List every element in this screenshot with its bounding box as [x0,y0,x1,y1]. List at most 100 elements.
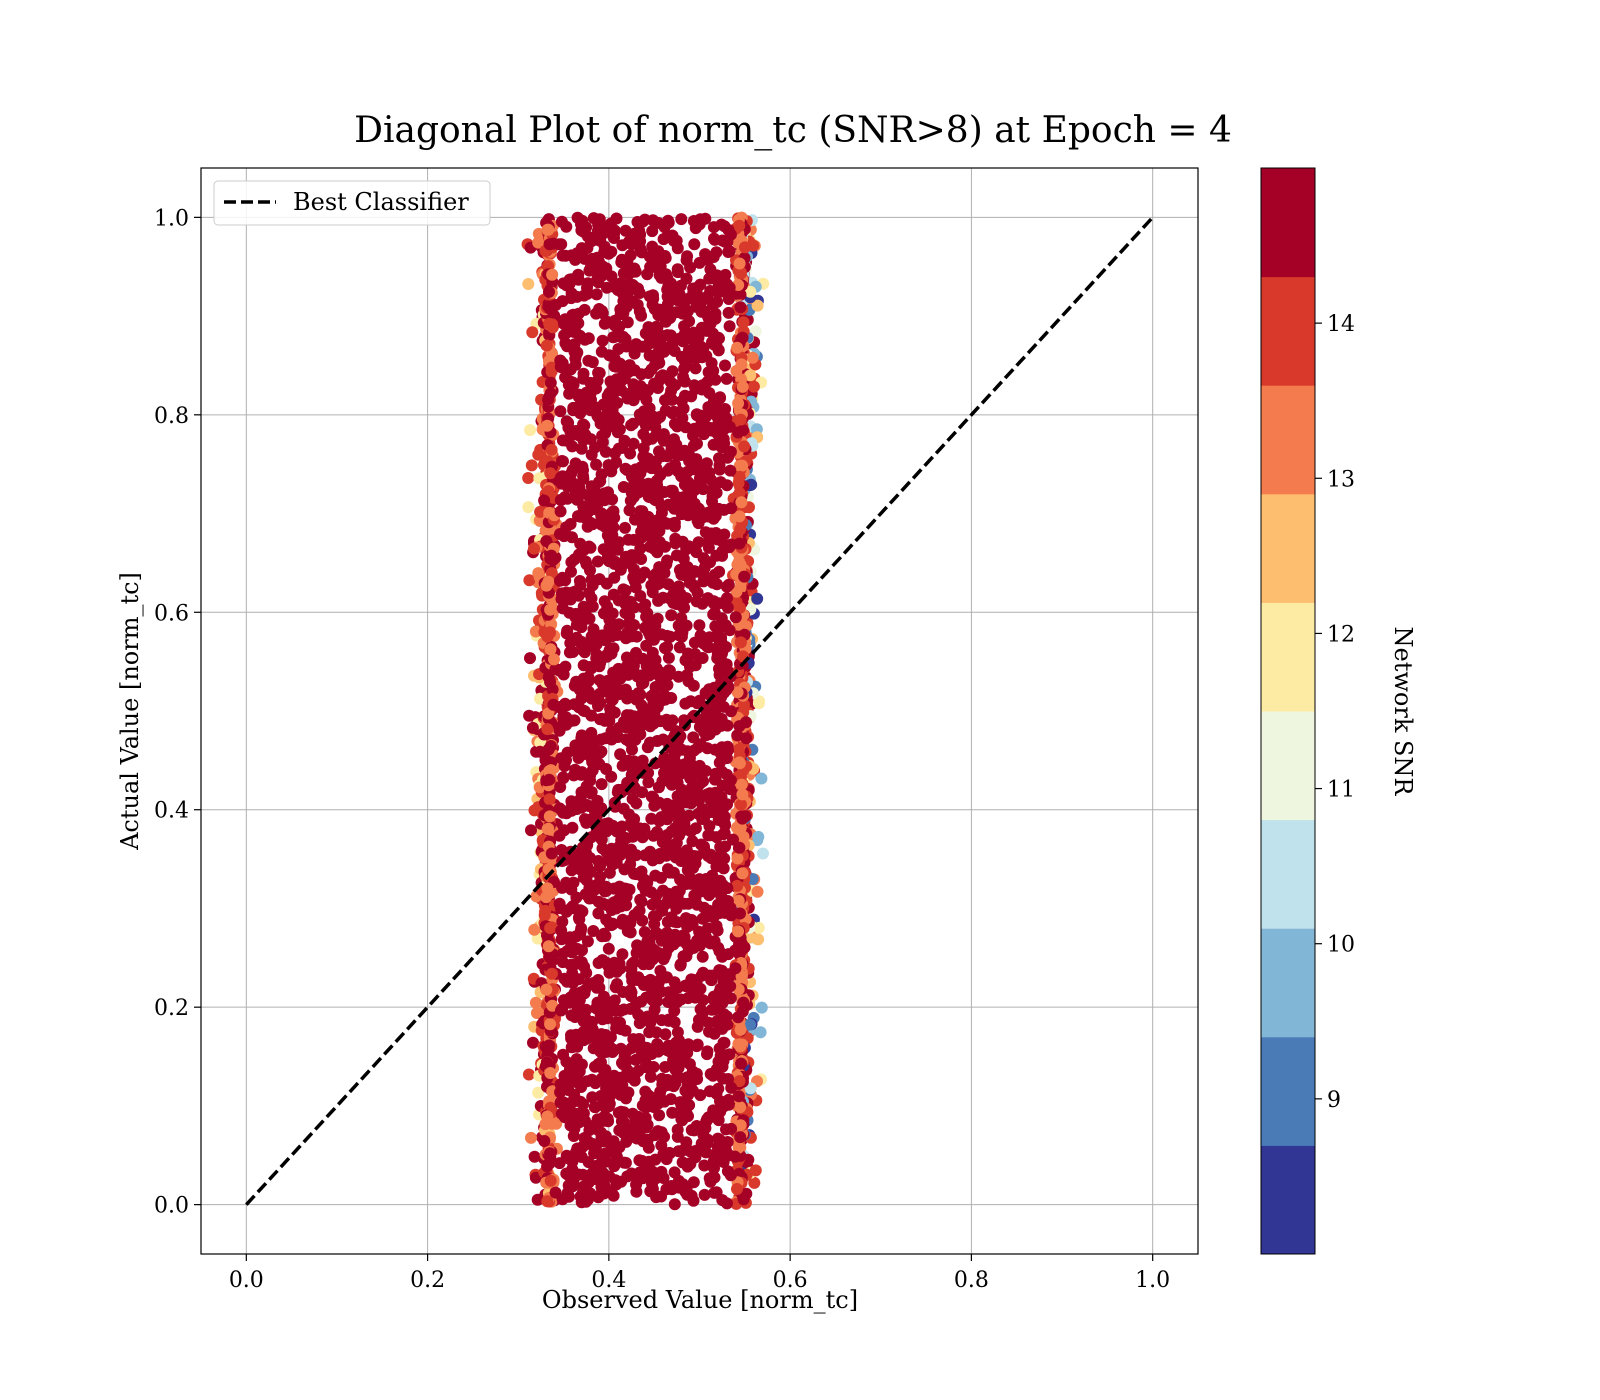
scatter-point [722,306,735,319]
scatter-point [614,1074,627,1087]
scatter-point [646,898,659,911]
scatter-point [749,325,762,338]
scatter-point [575,242,588,255]
scatter-point [687,463,700,476]
scatter-point [542,223,555,236]
scatter-point [562,1190,575,1203]
scatter-point [619,521,631,534]
scatter-point [736,867,749,880]
scatter-point [544,1018,557,1031]
scatter-point [556,881,569,894]
scatter-point [659,898,672,911]
scatter-point [661,640,674,653]
x-axis-label: Observed Value [norm_tc] [542,1286,858,1314]
scatter-point [585,752,598,765]
scatter-point [617,583,630,596]
scatter-point [749,1164,762,1177]
scatter-point [609,981,622,994]
y-tick-label: 0.2 [154,996,189,1021]
scatter-point [679,421,692,434]
scatter-point [708,1186,721,1199]
scatter-point [620,1092,632,1105]
scatter-point [544,643,557,656]
scatter-point [711,533,724,546]
scatter-point [643,290,656,303]
scatter-point [589,1167,602,1180]
scatter-point [630,338,643,351]
scatter-point [673,641,686,654]
scatter-point [542,940,555,953]
scatter-point [649,928,662,941]
scatter-point [718,437,731,450]
scatter-point [659,404,672,417]
scatter-point [698,843,711,856]
scatter-point [679,326,692,339]
scatter-point [661,916,674,928]
scatter-point [723,281,736,294]
scatter-point [572,752,585,764]
scatter-point [624,736,637,749]
scatter-point [542,1043,555,1056]
scatter-point [640,1101,652,1114]
scatter-point [611,543,624,556]
scatter-point [721,719,734,732]
colorbar-label: Network SNR [1389,627,1417,797]
scatter-point [625,486,638,499]
scatter-point [596,334,609,347]
scatter-point [543,773,556,786]
scatter-point [722,1073,735,1085]
scatter-point [734,1040,747,1053]
scatter-point [640,610,653,623]
scatter-point [734,1101,747,1114]
scatter-point [595,778,608,791]
scatter-point [674,563,687,576]
scatter-point [627,437,640,450]
scatter-point [710,486,723,499]
scatter-point [583,490,596,503]
scatter-point [668,520,681,533]
scatter-point [733,1075,746,1088]
scatter-point [729,611,742,624]
scatter-point [687,1194,700,1207]
scatter-point [718,852,731,865]
scatter-point [629,1114,642,1126]
scatter-point [644,845,656,858]
scatter-point [713,597,726,610]
colorbar-bin [1261,385,1315,495]
scatter-point [612,343,625,355]
scatter-point [618,715,630,728]
scatter-point [629,463,642,476]
scatter-point [596,629,609,642]
scatter-point [636,831,649,844]
scatter-point [713,463,726,476]
scatter-point [655,871,667,884]
scatter-point [686,785,699,798]
scatter-point [554,505,567,518]
scatter-point [698,1159,711,1172]
scatter-point [713,1042,726,1055]
scatter-point [610,456,623,469]
scatter-point [579,428,592,441]
scatter-point [755,1001,768,1014]
scatter-point [590,1140,602,1153]
scatter-point [581,852,594,865]
scatter-point [555,933,568,946]
scatter-point [575,691,588,704]
scatter-point [544,387,557,400]
scatter-point [532,567,545,580]
scatter-point [586,234,599,247]
scatter-point [680,1136,693,1149]
scatter-point [522,278,535,290]
scatter-point [581,935,594,948]
scatter-point [544,1067,557,1079]
scatter-point [717,976,730,989]
scatter-point [663,773,676,786]
scatter-point [668,502,681,515]
scatter-point [732,1090,745,1103]
scatter-point [751,299,764,312]
scatter-point [736,812,749,825]
scatter-point [542,300,555,313]
scatter-point [592,855,605,867]
scatter-point [731,879,744,892]
scatter-point [556,357,569,370]
